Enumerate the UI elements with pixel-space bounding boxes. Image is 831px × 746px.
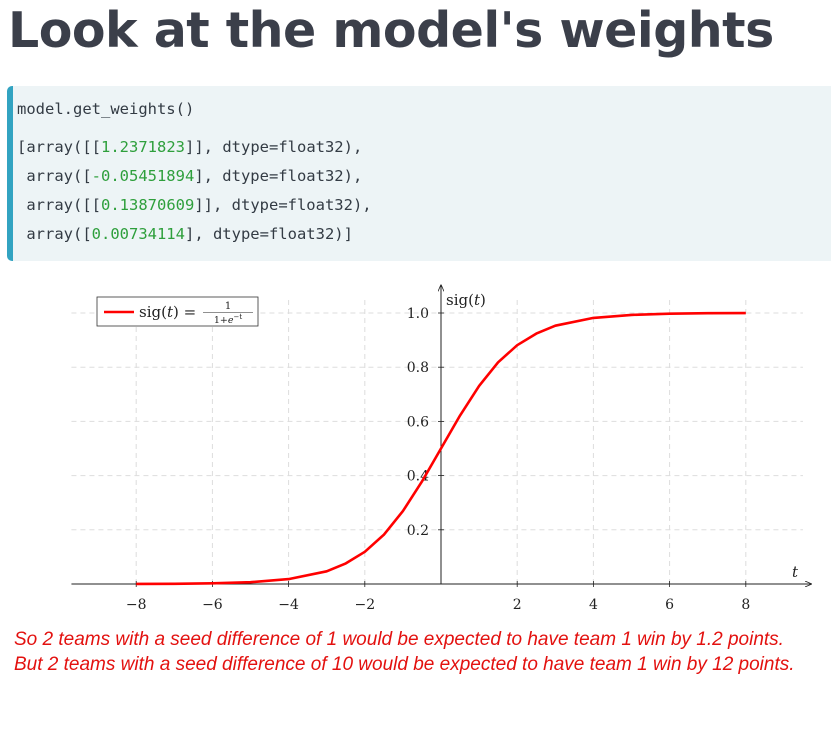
chart-axes	[71, 285, 811, 584]
x-tick-label: 4	[589, 597, 598, 613]
sigmoid-curve	[136, 311, 746, 586]
code-input: model.get_weights()	[17, 100, 195, 118]
code-text: array([[	[17, 196, 101, 214]
chart-grid	[71, 299, 803, 584]
code-cell	[7, 86, 831, 261]
weight-value: 0.00734114	[91, 225, 185, 243]
legend-frac-den: 1+e−t	[214, 313, 243, 326]
code-output-line: array([[0.13870609]], dtype=float32),	[17, 191, 372, 220]
x-axis-label: t	[792, 563, 799, 581]
weight-value: 0.13870609	[101, 196, 195, 214]
chart-series	[136, 311, 746, 586]
code-text: array([	[17, 167, 92, 185]
code-text: ]], dtype=float32),	[194, 196, 372, 214]
y-tick-label: 0.6	[407, 414, 429, 430]
sigmoid-chart: −8 −6 −4 −2 2 4 6 80.20.40.60.81.0 sig(t) t sig…	[71, 270, 831, 613]
x-tick-label: −4	[278, 597, 299, 613]
page-title: Look at the model's weights	[8, 2, 774, 59]
y-tick-label: 0.2	[407, 523, 429, 539]
code-text: [array([[	[17, 138, 101, 156]
x-tick-label: −6	[202, 597, 223, 613]
x-tick-label: −2	[354, 597, 375, 613]
legend-frac-num: 1	[225, 301, 231, 312]
code-text: ], dtype=float32),	[194, 167, 363, 185]
code-output-line: [array([[1.2371823]], dtype=float32),	[17, 133, 372, 162]
x-tick-label: 8	[741, 597, 750, 613]
chart-legend: sig(t) = 1 1+e−t	[96, 296, 259, 327]
chart-ticks: −8 −6 −4 −2 2 4 6 80.20.40.60.81.0	[126, 306, 750, 613]
code-text: ], dtype=float32)]	[184, 225, 353, 243]
y-tick-label: 0.8	[407, 360, 429, 376]
caption-line: But 2 teams with a seed difference of 10…	[14, 653, 795, 675]
legend-label: sig(t) =	[139, 303, 196, 321]
code-output: [array([[1.2371823]], dtype=float32), ar…	[17, 133, 372, 249]
code-text: ]], dtype=float32),	[185, 138, 363, 156]
y-axis-label: sig(t)	[446, 291, 486, 309]
code-output-line: array([0.00734114], dtype=float32)]	[17, 220, 372, 249]
x-tick-label: −8	[126, 597, 147, 613]
code-text: array([	[17, 225, 92, 243]
code-output-line: array([-0.05451894], dtype=float32),	[17, 162, 372, 191]
weight-value: -0.05451894	[91, 167, 195, 185]
caption-line: So 2 teams with a seed difference of 1 w…	[14, 629, 784, 650]
x-tick-label: 2	[513, 597, 522, 613]
weight-value: 1.2371823	[101, 138, 185, 156]
y-tick-label: 1.0	[407, 306, 429, 322]
x-tick-label: 6	[665, 597, 674, 613]
caption: So 2 teams with a seed difference of 1 w…	[14, 628, 824, 677]
